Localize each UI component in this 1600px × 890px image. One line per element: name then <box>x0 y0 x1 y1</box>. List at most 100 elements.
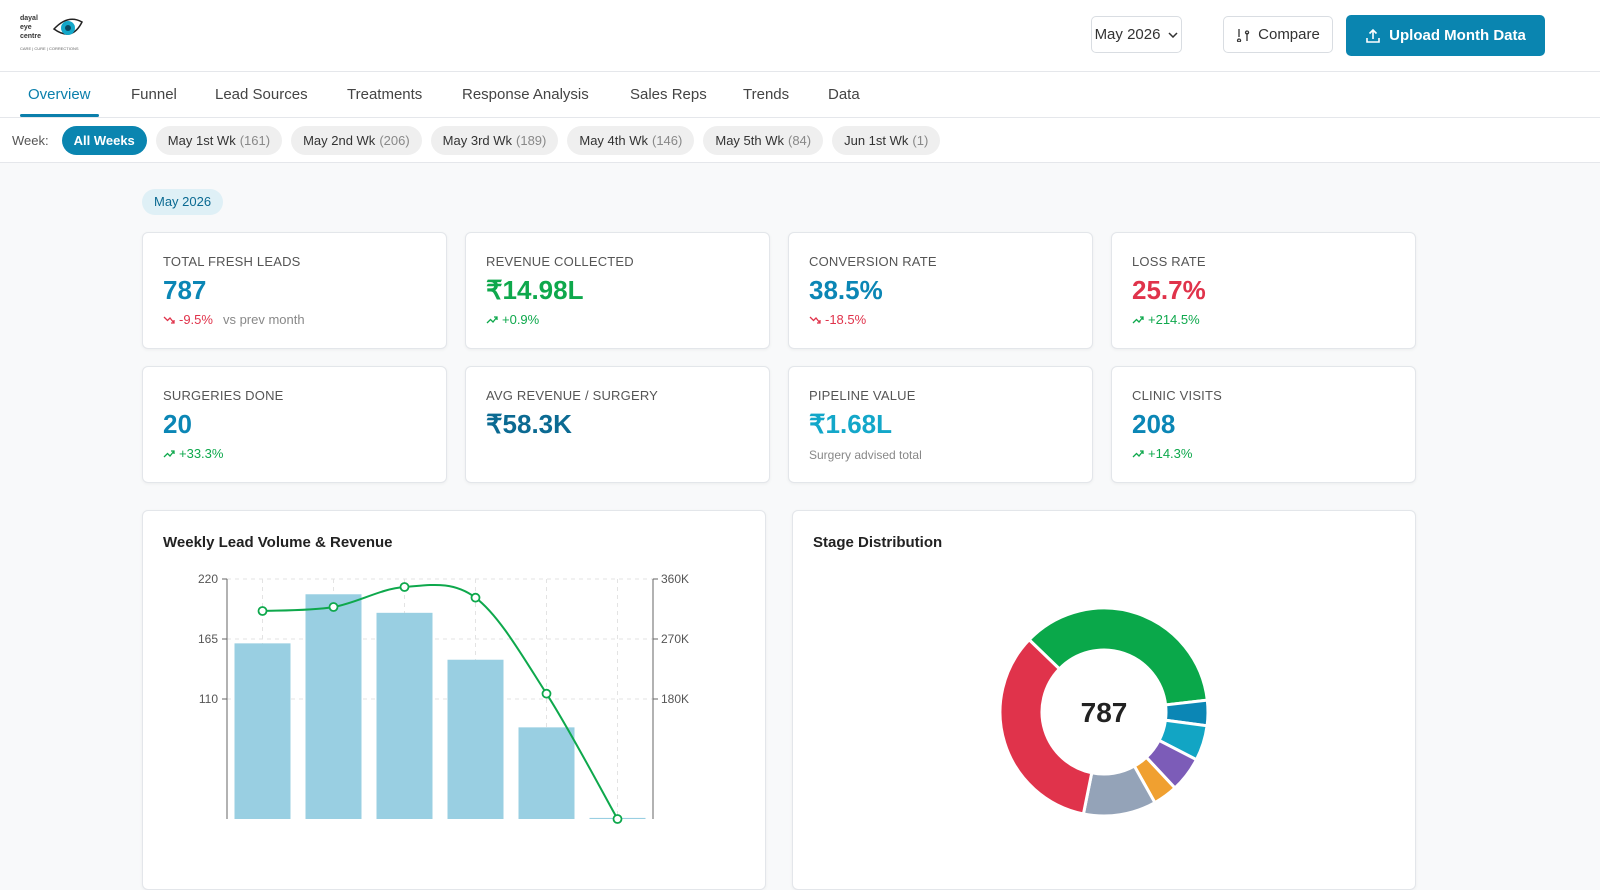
kpi-change-value: +214.5% <box>1148 312 1200 327</box>
kpi-value: 787 <box>163 275 207 305</box>
upload-button[interactable]: Upload Month Data <box>1346 15 1545 56</box>
bar <box>376 612 433 819</box>
kpi-change: +0.9% <box>486 312 539 327</box>
trend-line <box>1132 315 1144 323</box>
logo-eye <box>52 18 83 35</box>
y-tick-label: 165 <box>198 632 218 646</box>
logo-text: dayal <box>20 15 38 22</box>
week-chip[interactable]: May 5th Wk (84) <box>703 125 824 155</box>
kpi-change: +214.5% <box>1132 312 1200 327</box>
trend-line <box>486 315 498 323</box>
bar <box>447 659 504 819</box>
week-name: May 5th Wk <box>715 132 784 148</box>
y2-tick-label: 270K <box>661 632 689 646</box>
kpi-value: 38.5% <box>809 275 883 305</box>
bar <box>234 643 291 819</box>
logo-text: eye <box>20 24 32 31</box>
kpi-label: CLINIC VISITS <box>1132 388 1223 403</box>
week-chip[interactable]: May 1st Wk (161) <box>155 125 283 155</box>
trend-line <box>1132 449 1144 457</box>
donut-segment <box>998 637 1094 816</box>
trend-icon <box>1132 315 1144 323</box>
kpi-note: Surgery advised total <box>809 448 922 462</box>
line-point <box>541 688 552 699</box>
kpi-change-value: -9.5% <box>179 312 213 327</box>
tab[interactable]: Funnel <box>131 86 177 103</box>
kpi-card: CLINIC VISITS 208 +14.3% <box>1111 366 1416 483</box>
week-chip[interactable]: Jun 1st Wk (1) <box>832 125 941 155</box>
kpi-card: REVENUE COLLECTED ₹14.98L +0.9% <box>465 232 770 349</box>
period-badge: May 2026 <box>142 189 224 215</box>
compare-text: Compare <box>1258 26 1320 43</box>
tab[interactable]: Overview <box>20 72 98 117</box>
kpi-value: ₹14.98L <box>486 275 584 305</box>
week-chip[interactable]: May 4th Wk (146) <box>567 125 695 155</box>
month-select[interactable]: May 2026 <box>1091 16 1182 53</box>
kpi-card: LOSS RATE 25.7% +214.5% <box>1111 232 1416 349</box>
chart-card: Weekly Lead Volume & Revenue 110 165 220 180… <box>142 510 766 890</box>
week-count: (189) <box>516 132 547 148</box>
kpi-card: CONVERSION RATE 38.5% -18.5% <box>788 232 1093 349</box>
kpi-card: PIPELINE VALUE ₹1.68L Surgery advised tota… <box>788 366 1093 483</box>
kpi-value: 25.7% <box>1132 275 1206 305</box>
header: dayal eye centre CARE | CURE | CORRECTIO… <box>0 0 1600 72</box>
tab[interactable]: Treatments <box>347 86 423 103</box>
week-count: (146) <box>652 132 683 148</box>
tab[interactable]: Data <box>828 86 860 103</box>
week-label: Week: <box>12 132 49 148</box>
kpi-label: SURGERIES DONE <box>163 388 284 403</box>
kpi-label: CONVERSION RATE <box>809 254 937 269</box>
week-name: Jun 1st Wk <box>844 132 909 148</box>
tab[interactable]: Sales Reps <box>630 86 707 103</box>
kpi-label: PIPELINE VALUE <box>809 388 916 403</box>
week-count: (84) <box>787 132 812 148</box>
line-point <box>399 582 410 592</box>
week-name: May 3rd Wk <box>442 132 513 148</box>
trend-line <box>809 316 821 324</box>
month-select-text: May 2026 <box>1094 26 1161 43</box>
week-filter: Week: All Weeks May 1st Wk (161) May 2nd Wk… <box>0 118 1600 163</box>
trend-line <box>163 449 175 457</box>
tab[interactable]: Lead Sources <box>215 86 308 103</box>
trend-icon <box>809 316 821 324</box>
compare-button[interactable]: Compare <box>1223 16 1333 53</box>
week-count: (161) <box>239 132 271 148</box>
logo-tagline: CARE | CURE | CORRECTIONS <box>20 46 79 51</box>
line-point <box>612 814 623 824</box>
chart: Weekly Lead Volume & Revenue 110 165 220 180… <box>163 534 689 824</box>
y2-tick-label: 180K <box>661 692 689 706</box>
y2-tick-label: 360K <box>661 572 689 586</box>
week-count: (206) <box>379 132 410 148</box>
y-tick-label: 220 <box>198 572 218 586</box>
kpi-change: -18.5% <box>809 312 866 327</box>
trend-icon <box>163 316 175 324</box>
bar <box>305 594 362 819</box>
logo-text: centre <box>20 33 42 40</box>
tab-bar: Overview Funnel Lead Sources Treatments Resp… <box>0 72 1600 118</box>
kpi-change-value: -18.5% <box>825 312 867 327</box>
kpi-change: +33.3% <box>163 446 223 461</box>
kpi-note: vs prev month <box>222 312 305 327</box>
kpi-card: SURGERIES DONE 20 +33.3% <box>142 366 447 483</box>
kpi-change-value: +33.3% <box>179 446 224 461</box>
kpi-label: LOSS RATE <box>1132 254 1206 269</box>
line-point <box>257 606 268 616</box>
line-point <box>470 592 481 603</box>
tab[interactable]: Trends <box>743 86 790 103</box>
kpi-change-value: +0.9% <box>502 312 540 327</box>
chart-title: Stage Distribution <box>813 534 942 551</box>
week-chip[interactable]: May 3rd Wk (189) <box>430 125 559 155</box>
tab[interactable]: Response Analysis <box>462 86 589 103</box>
kpi-value: ₹58.3K <box>486 409 572 439</box>
kpi-grid: TOTAL FRESH LEADS 787 -9.5% vs prev month RE… <box>142 232 1416 483</box>
week-chip[interactable]: May 2nd Wk (206) <box>291 125 422 155</box>
kpi-value: ₹1.68L <box>809 409 893 439</box>
trend-icon <box>1132 449 1144 457</box>
kpi-value: 208 <box>1132 409 1176 439</box>
kpi-label: TOTAL FRESH LEADS <box>163 254 301 269</box>
kpi-value: 20 <box>163 409 192 439</box>
kpi-label: AVG REVENUE / SURGERY <box>486 388 659 403</box>
week-chip[interactable]: All Weeks <box>61 125 147 155</box>
upload-icon <box>1366 28 1380 43</box>
